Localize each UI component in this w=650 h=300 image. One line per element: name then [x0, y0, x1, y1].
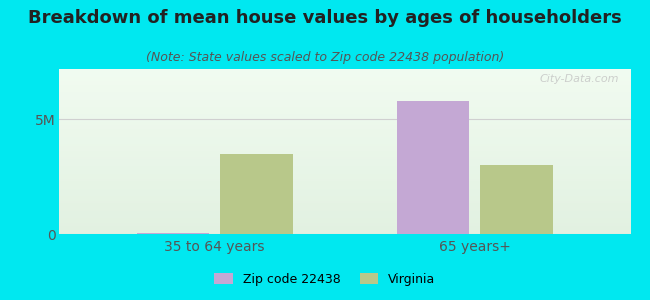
Text: Breakdown of mean house values by ages of householders: Breakdown of mean house values by ages o… — [28, 9, 622, 27]
Bar — [136, 233, 209, 234]
Text: (Note: State values scaled to Zip code 22438 population): (Note: State values scaled to Zip code 2… — [146, 51, 504, 64]
Text: City-Data.com: City-Data.com — [540, 74, 619, 84]
Bar — [480, 165, 552, 234]
Legend: Zip code 22438, Virginia: Zip code 22438, Virginia — [209, 268, 441, 291]
Bar — [220, 154, 292, 234]
Bar — [396, 101, 469, 234]
